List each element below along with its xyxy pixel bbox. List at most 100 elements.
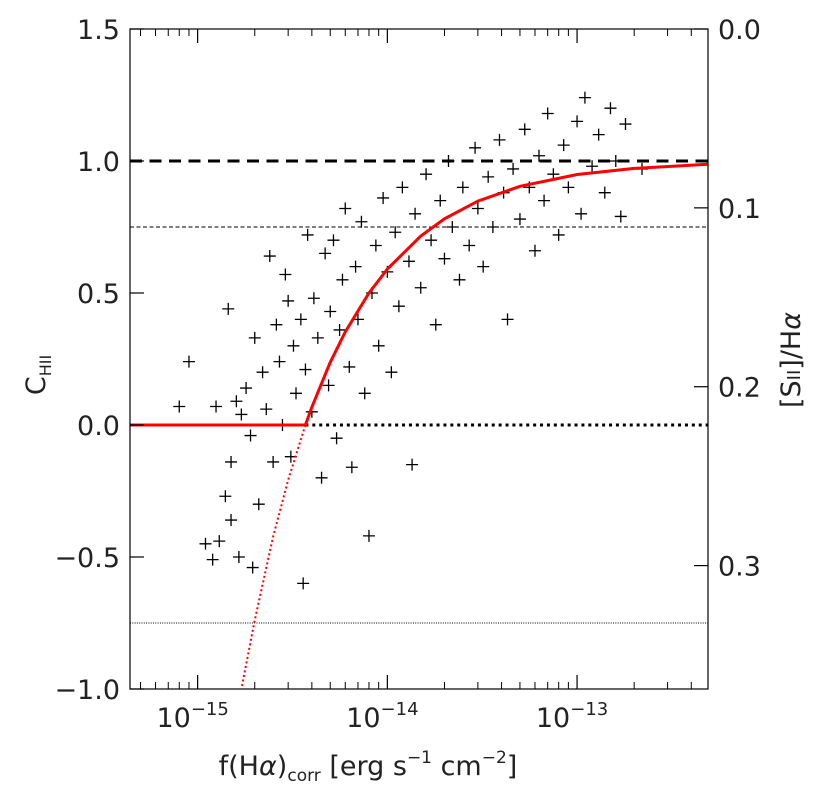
scatter-point — [609, 155, 622, 167]
y2-label-part: II — [784, 370, 805, 381]
scatter-point — [225, 514, 238, 527]
plot-area — [130, 91, 708, 689]
scatter-point — [420, 168, 433, 181]
scatter-point — [493, 133, 506, 146]
scatter-point — [471, 202, 484, 215]
scatter-point — [210, 400, 223, 413]
x-tick-exponent: −13 — [570, 699, 608, 720]
scatter-point — [578, 91, 591, 104]
scatter-point — [586, 160, 599, 173]
scatter-point — [604, 102, 617, 115]
scatter-point — [486, 221, 499, 233]
scatter-point — [263, 250, 276, 263]
scatter-point — [248, 331, 261, 344]
scatter-point — [362, 529, 375, 542]
scatter-point — [256, 366, 269, 379]
scatter-point — [414, 281, 427, 294]
x-label-part: corr — [287, 766, 320, 786]
scatter-point — [225, 455, 238, 468]
y2-label-part: α — [776, 312, 807, 330]
scatter-point — [324, 305, 337, 318]
scatter-point — [592, 128, 605, 141]
y-tick-label: 1.0 — [77, 147, 120, 178]
scatter-point — [513, 213, 526, 226]
scatter-point — [377, 191, 390, 204]
scatter-point — [343, 360, 356, 373]
x-label-part: ) — [277, 751, 288, 782]
scatter-point — [270, 318, 283, 331]
scatter-point — [482, 170, 495, 183]
scatter-point — [446, 221, 459, 233]
scatter-point — [299, 363, 312, 376]
scatter-point — [349, 260, 362, 273]
scatter-point — [434, 194, 447, 207]
scatter-point — [528, 244, 541, 257]
scatter-point — [552, 228, 565, 241]
x-tick-base: 10 — [536, 703, 570, 734]
y-tick-label: 1.5 — [77, 15, 120, 46]
scatter-point — [246, 561, 259, 574]
x-label-part: f(H — [219, 751, 259, 782]
scatter-point — [469, 141, 482, 154]
y-tick-label: −0.5 — [54, 543, 120, 574]
x-axis-label: f(Hα)corr [erg s−1 cm−2] — [219, 748, 518, 786]
x-label-part: [erg s — [321, 751, 407, 782]
scatter-point — [463, 239, 476, 252]
scatter-point — [311, 331, 324, 344]
x-label-part: −2 — [482, 748, 507, 768]
scatter-point — [232, 551, 245, 563]
scatter-point — [442, 155, 455, 167]
scatter-point — [315, 471, 328, 484]
x-label-part: α — [259, 751, 277, 782]
scatter-point — [333, 323, 346, 336]
y2-label-part: ]/H — [776, 330, 807, 370]
scatter-point — [518, 123, 531, 136]
scatter-point — [294, 313, 307, 326]
x-tick-base: 10 — [156, 703, 190, 734]
scatter-point — [562, 181, 575, 194]
scatter-point — [327, 234, 340, 247]
scatter-point — [282, 294, 295, 307]
scatter-point — [456, 181, 469, 194]
scatter-point — [429, 318, 442, 331]
scatter-point — [425, 234, 438, 247]
scatter-point — [406, 458, 419, 471]
scatter-point — [355, 215, 368, 228]
scatter-point — [507, 162, 520, 175]
scatter-point — [541, 107, 554, 120]
scatter-point — [252, 498, 265, 511]
model-curve — [240, 424, 307, 689]
y-tick-label: 0.0 — [77, 411, 120, 442]
scatter-point — [307, 292, 320, 305]
y-label-part: HII — [36, 355, 55, 376]
x-tick-label: 10−15 — [156, 699, 228, 734]
y-tick-label: 0.5 — [77, 279, 120, 310]
scatter-point — [402, 255, 415, 268]
scatter-point — [598, 186, 611, 199]
y-axis-label: CHII — [21, 355, 55, 395]
y2-tick-label: 0.2 — [718, 373, 761, 404]
x-tick-base: 10 — [346, 703, 380, 734]
x-tick-label: 10−13 — [536, 699, 608, 734]
x-tick-exponent: −14 — [381, 699, 419, 720]
y-label-part: C — [21, 376, 52, 395]
scatter-point — [392, 300, 405, 313]
plot-frame — [129, 28, 709, 690]
scatter-point — [614, 210, 627, 223]
scatter-point — [297, 577, 310, 590]
scatter-point — [173, 400, 186, 413]
scatter-point — [358, 387, 371, 400]
scatter-point — [213, 535, 226, 548]
scatter-point — [330, 432, 343, 445]
scatter-point — [319, 247, 332, 260]
scatter-point — [240, 382, 253, 395]
y2-label-part: [S — [776, 380, 807, 408]
scatter-point — [571, 115, 584, 128]
scatter-point — [182, 355, 195, 368]
x-label-part: cm — [432, 751, 482, 782]
model-curve — [130, 162, 708, 427]
scatter-point — [260, 403, 273, 416]
scatter-point — [230, 395, 243, 408]
scatter-point — [557, 139, 570, 152]
scatter-point — [389, 226, 402, 239]
